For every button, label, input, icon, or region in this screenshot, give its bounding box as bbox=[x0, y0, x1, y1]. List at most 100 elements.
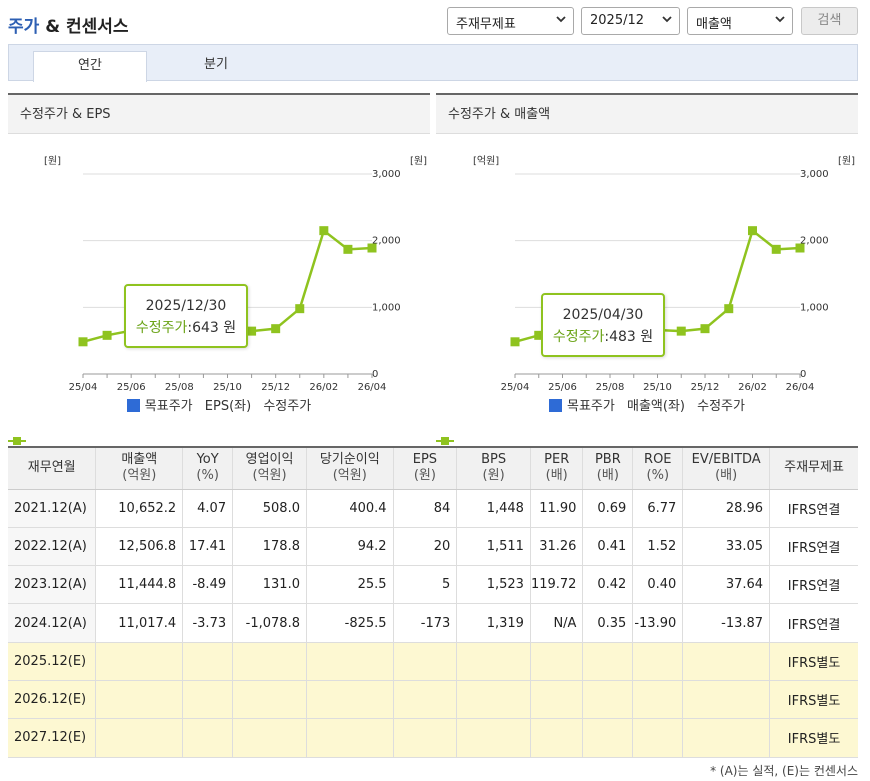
table-cell: -173 bbox=[392, 603, 457, 643]
page-title: 주가 & 컨센서스 bbox=[8, 17, 129, 37]
column-header: 당기순이익 (억원) bbox=[305, 446, 394, 490]
price-point bbox=[78, 337, 88, 347]
legend-target-price[interactable]: 목표주가 bbox=[126, 399, 193, 414]
table-cell: 508.0 bbox=[232, 489, 307, 528]
table-row: 2023.12(A) 11,444.8 -8.49 131.0 25.5 5 1,523 11… bbox=[8, 565, 858, 605]
table-cell bbox=[232, 642, 307, 681]
column-header: 매출액 (억원) bbox=[95, 446, 183, 490]
table-row: 2027.12(E) IFRS별도 bbox=[8, 718, 858, 758]
chevron-down-icon bbox=[556, 16, 566, 23]
metric-select[interactable]: 매출액 bbox=[687, 7, 793, 35]
report-type-select[interactable]: 주재무제표 bbox=[447, 7, 574, 35]
table-cell bbox=[456, 680, 531, 720]
square-icon bbox=[549, 399, 563, 412]
column-header-label: YoY bbox=[196, 452, 219, 468]
price-point bbox=[102, 330, 112, 340]
square-line-icon bbox=[8, 437, 26, 445]
chart-tooltip: 2025/04/30 수정주가:483 원 bbox=[541, 293, 665, 357]
legend-sales[interactable]: 매출액(좌) bbox=[436, 399, 685, 445]
table-cell: 37.64 bbox=[682, 565, 770, 605]
table-cell: IFRS별도 bbox=[769, 718, 858, 758]
column-header-label: ROE bbox=[644, 452, 672, 468]
column-header-unit: (원) bbox=[482, 468, 505, 484]
table-body: 2021.12(A) 10,652.2 4.07 508.0 400.4 84 1,448 1… bbox=[8, 489, 858, 758]
x-tick-label: 25/08 bbox=[165, 382, 194, 393]
column-header: EPS (원) bbox=[392, 446, 457, 490]
right-axis-unit: [원] bbox=[410, 155, 427, 167]
table-cell: 28.96 bbox=[682, 489, 770, 528]
column-header-label: 주재무제표 bbox=[784, 460, 844, 476]
price-point bbox=[295, 304, 305, 314]
table-cell: 20 bbox=[392, 527, 457, 567]
legend-price[interactable]: 수정주가 bbox=[8, 399, 311, 445]
tab-annual[interactable]: 연간 bbox=[33, 51, 147, 82]
price-point bbox=[247, 326, 257, 336]
table-cell: 10,652.2 bbox=[95, 489, 183, 528]
table-cell bbox=[682, 680, 770, 720]
x-tick-label: 25/10 bbox=[213, 382, 242, 393]
table-cell bbox=[582, 718, 633, 758]
table-cell: 11,444.8 bbox=[95, 565, 183, 605]
table-cell: 400.4 bbox=[305, 489, 394, 528]
x-tick-label: 26/04 bbox=[358, 382, 387, 393]
table-cell bbox=[232, 680, 307, 720]
column-header: PER (배) bbox=[529, 446, 583, 490]
legend-price[interactable]: 수정주가 bbox=[436, 399, 745, 445]
table-header-row: 재무연월 매출액 (억원) YoY (%) 영업이익 (억원) 당기순이익 (억원) EPS (원)… bbox=[8, 446, 858, 490]
price-point bbox=[676, 326, 686, 336]
period-select[interactable]: 2025/12 bbox=[581, 7, 680, 35]
table-cell: 131.0 bbox=[232, 565, 307, 605]
table-row: 2021.12(A) 10,652.2 4.07 508.0 400.4 84 1,448 1… bbox=[8, 489, 858, 528]
tab-quarterly[interactable]: 분기 bbox=[204, 57, 228, 72]
table-cell: 31.26 bbox=[529, 527, 583, 567]
chart-tooltip: 2025/12/30 수정주가:643 원 bbox=[124, 284, 248, 348]
price-eps-chart[interactable]: [원] [원] 0 1,000 2,000 3,000 25/04 25/06 25/08 25/… bbox=[8, 136, 430, 396]
x-tick-label: 25/06 bbox=[548, 382, 577, 393]
table-cell bbox=[232, 718, 307, 758]
column-header-label: BPS bbox=[481, 452, 507, 468]
square-line-icon bbox=[436, 437, 454, 445]
legend-target-price[interactable]: 목표주가 bbox=[549, 399, 615, 414]
price-point bbox=[771, 244, 781, 254]
price-point bbox=[319, 226, 329, 236]
column-header-label: EV/EBITDA bbox=[691, 452, 761, 468]
chart-legend: 목표주가 EPS(좌) 수정주가 bbox=[8, 395, 430, 445]
table-cell bbox=[632, 680, 683, 720]
column-header-label: EPS bbox=[412, 452, 438, 468]
price-sales-chart[interactable]: [억원] [원] 0 1,000 2,000 3,000 25/04 25/06 25/08 25… bbox=[436, 136, 858, 396]
column-header: PBR (배) bbox=[582, 446, 633, 490]
x-tick-label: 26/02 bbox=[738, 382, 767, 393]
column-header: 재무연월 bbox=[8, 446, 96, 490]
table-cell bbox=[305, 718, 394, 758]
table-cell bbox=[682, 718, 770, 758]
table-cell bbox=[456, 642, 531, 681]
table-cell: -825.5 bbox=[305, 603, 394, 643]
chart-title: 수정주가 & EPS bbox=[8, 95, 430, 134]
table-row: 2026.12(E) IFRS별도 bbox=[8, 680, 858, 720]
table-cell: IFRS연결 bbox=[769, 489, 858, 528]
square-icon bbox=[126, 399, 140, 412]
table-cell: 0.42 bbox=[582, 565, 633, 605]
chart-legend: 목표주가 매출액(좌) 수정주가 bbox=[436, 395, 858, 445]
table-cell: 84 bbox=[392, 489, 457, 528]
price-point bbox=[271, 324, 281, 334]
column-header: EV/EBITDA (배) bbox=[682, 446, 770, 490]
y-tick-label: 3,000 bbox=[372, 169, 401, 180]
row-period: 2027.12(E) bbox=[8, 718, 96, 758]
table-cell: -3.73 bbox=[182, 603, 233, 643]
table-cell: 33.05 bbox=[682, 527, 770, 567]
chart-title: 수정주가 & 매출액 bbox=[436, 95, 858, 134]
table-cell: IFRS연결 bbox=[769, 527, 858, 567]
search-button[interactable]: 검색 bbox=[801, 7, 858, 35]
table-cell bbox=[582, 642, 633, 681]
table-cell bbox=[95, 680, 183, 720]
row-period: 2024.12(A) bbox=[8, 603, 96, 643]
y-tick-label: 1,000 bbox=[372, 302, 401, 313]
legend-eps[interactable]: EPS(좌) bbox=[8, 399, 251, 445]
column-header: YoY (%) bbox=[182, 446, 233, 490]
column-header: ROE (%) bbox=[632, 446, 683, 490]
right-axis-unit: [원] bbox=[838, 155, 855, 167]
column-header-label: 영업이익 bbox=[245, 452, 294, 468]
period-tabs: 연간 분기 bbox=[8, 44, 858, 82]
table-cell: 4.07 bbox=[182, 489, 233, 528]
